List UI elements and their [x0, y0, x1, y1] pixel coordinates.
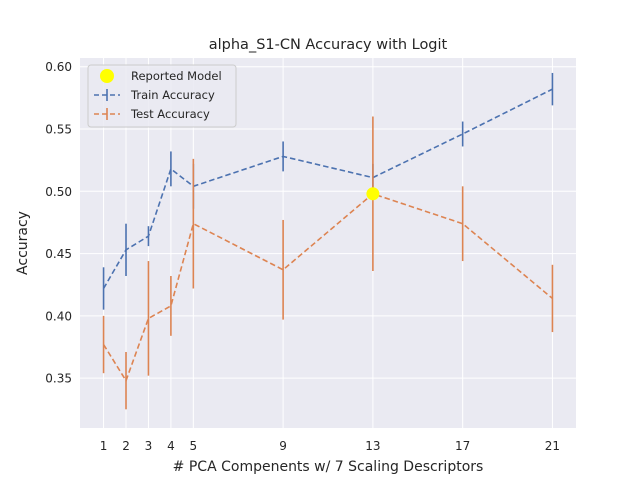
x-axis-label: # PCA Compenents w/ 7 Scaling Descriptor…	[173, 459, 484, 475]
x-tick-label: 21	[545, 439, 560, 453]
x-tick-label: 1	[100, 439, 108, 453]
y-tick-label: 0.60	[45, 60, 72, 74]
y-axis-label: Accuracy	[15, 211, 31, 275]
series-layer	[102, 72, 554, 410]
series-test	[102, 116, 554, 410]
x-tick-label: 3	[145, 439, 153, 453]
legend-marker-reported-model	[100, 69, 114, 83]
x-tick-label: 2	[122, 439, 130, 453]
y-tick-label: 0.45	[45, 247, 72, 261]
highlight-layer	[366, 187, 380, 201]
legend-label-reported-model: Reported Model	[131, 69, 222, 83]
x-tick-label: 5	[190, 439, 198, 453]
y-tick-label: 0.55	[45, 123, 72, 137]
y-tick-label: 0.40	[45, 309, 72, 323]
legend-label-test: Test Accuracy	[130, 107, 210, 121]
reported-model-marker	[366, 187, 380, 201]
legend-box	[87, 64, 237, 128]
x-tick-label: 9	[279, 439, 287, 453]
chart-title: alpha_S1-CN Accuracy with Logit	[209, 37, 448, 53]
legend-label-train: Train Accuracy	[130, 88, 215, 102]
series-line	[102, 192, 553, 383]
x-tick-label: 4	[167, 439, 175, 453]
y-tick-label: 0.35	[45, 372, 72, 386]
ticks: 0.35 0.40 0.45 0.50 0.55 0.60 1 2 3 4 5 9 13 17 21	[45, 60, 560, 453]
y-tick-label: 0.50	[45, 185, 72, 199]
x-tick-label: 13	[365, 439, 380, 453]
legend: Reported Model Train Accuracy Test Accur…	[87, 64, 237, 128]
x-tick-label: 17	[455, 439, 470, 453]
